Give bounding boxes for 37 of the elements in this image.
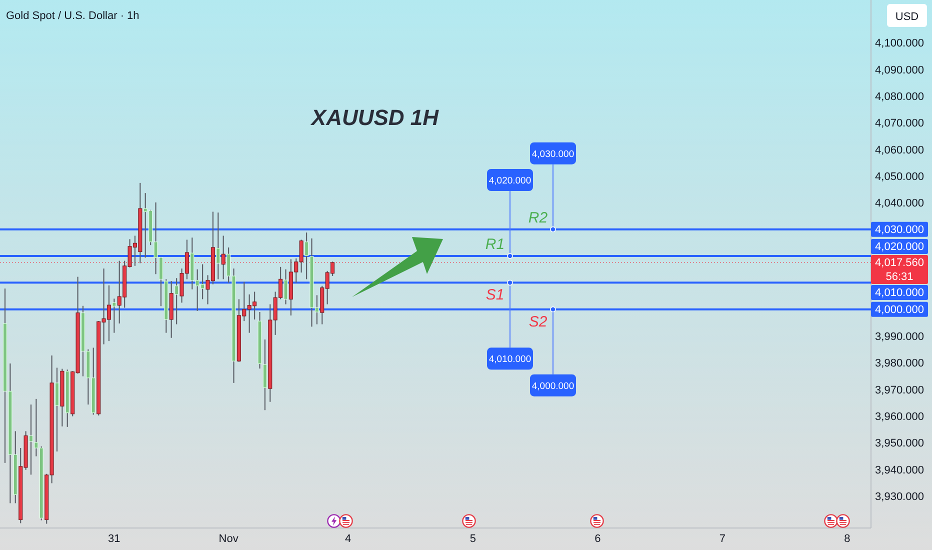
x-tick-label: Nov [218, 533, 239, 545]
y-tick-label: 3,930.000 [875, 491, 924, 503]
y-tick-label: 3,950.000 [875, 438, 924, 450]
x-tick-label: 6 [594, 533, 601, 545]
x-tick-label: 7 [719, 533, 726, 545]
annotation: S2 [528, 313, 548, 330]
x-tick-label: 4 [345, 533, 352, 545]
annotation: S1 [486, 286, 504, 304]
y-tick-label: 4,060.000 [875, 144, 924, 156]
ref-line-label: 4,030.000 [875, 224, 924, 236]
text: Gold Spot / U.S. Dollar · 1h [6, 10, 140, 22]
x-tick-label: 8 [844, 533, 850, 545]
y-tick-label: 3,960.000 [875, 411, 924, 423]
ref-line-label: 4,017.560 56:31 [875, 257, 924, 284]
y-tick-label: 3,940.000 [875, 464, 924, 476]
y-tick-label: 4,080.000 [875, 91, 924, 103]
annotation: R1 [485, 236, 505, 253]
annotation: 4,000.000 [532, 380, 574, 392]
annotation: 4,030.000 [532, 148, 574, 160]
y-tick-label: 4,070.000 [875, 118, 924, 130]
ref-line-label: 4,020.000 [875, 241, 924, 254]
y-tick-label: 3,990.000 [875, 331, 924, 343]
y-axis-title: USD [895, 11, 919, 23]
y-tick-label: 3,980.000 [875, 358, 924, 370]
y-tick-label: 4,050.000 [875, 171, 924, 183]
ref-line-label: 4,000.000 [875, 304, 924, 316]
y-tick-label: 4,040.000 [875, 198, 924, 210]
y-tick-label: 4,100.000 [875, 38, 924, 50]
annotation: R2 [528, 209, 548, 226]
text: XAUUSD 1H [309, 105, 440, 130]
y-tick-label: 3,970.000 [875, 384, 924, 396]
annotation: 4,020.000 [488, 176, 532, 186]
x-tick-label: 5 [470, 533, 476, 545]
annotation: 4,010.000 [488, 354, 532, 366]
y-tick-label: 4,090.000 [875, 64, 924, 76]
x-tick-label: 31 [108, 533, 120, 545]
ref-line-label: 4,010.000 [875, 287, 924, 300]
